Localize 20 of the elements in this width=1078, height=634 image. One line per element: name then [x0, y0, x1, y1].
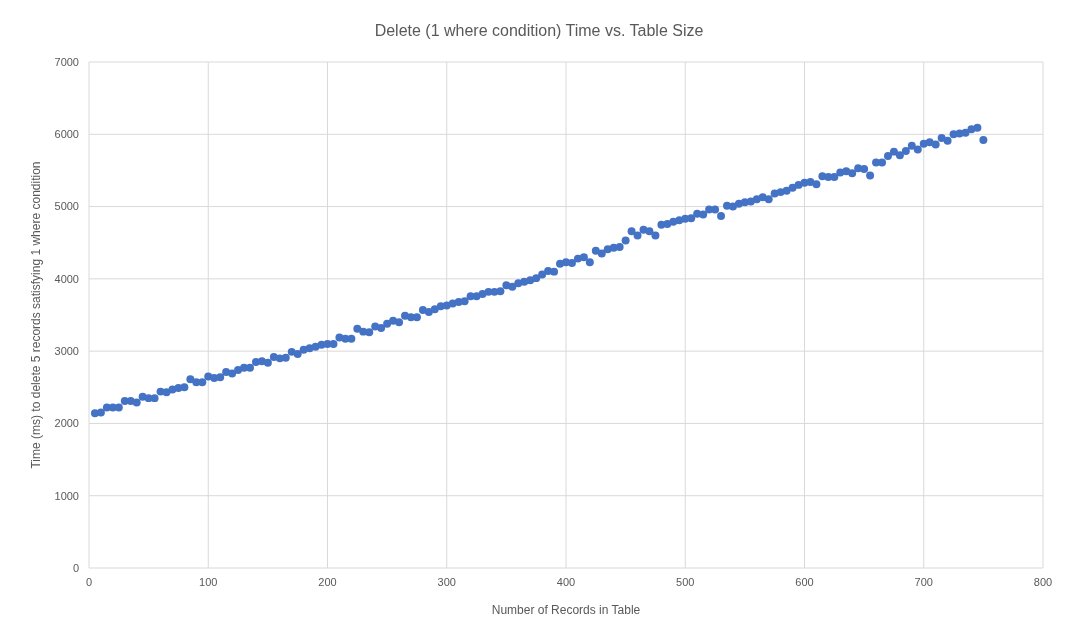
x-tick-label: 800	[1033, 576, 1053, 588]
y-tick-label: 0	[72, 561, 79, 574]
x-axis-title: Number of Records in Table	[491, 603, 641, 617]
y-tick-label: 4000	[54, 272, 79, 285]
y-axis-title: Time (ms) to delete 5 records satisfying 1 where condition	[29, 161, 43, 469]
y-tick-label: 7000	[54, 55, 79, 68]
x-tick-label: 100	[199, 576, 218, 588]
y-tick-label: 1000	[54, 489, 79, 502]
y-tick-label: 6000	[54, 128, 79, 141]
x-tick-label: 500	[676, 576, 695, 588]
y-tick-label: 5000	[54, 200, 79, 213]
y-tick-label: 2000	[54, 417, 79, 430]
y-tick-label: 3000	[54, 344, 79, 357]
x-tick-label: 600	[795, 576, 814, 588]
x-tick-label: 200	[318, 576, 337, 588]
x-tick-label: 0	[85, 576, 93, 588]
x-tick-label: 300	[437, 576, 456, 588]
chart-title: Delete (1 where condition) Time vs. Table Size	[374, 22, 704, 39]
x-tick-label: 700	[914, 576, 933, 588]
x-tick-label: 400	[556, 576, 576, 588]
